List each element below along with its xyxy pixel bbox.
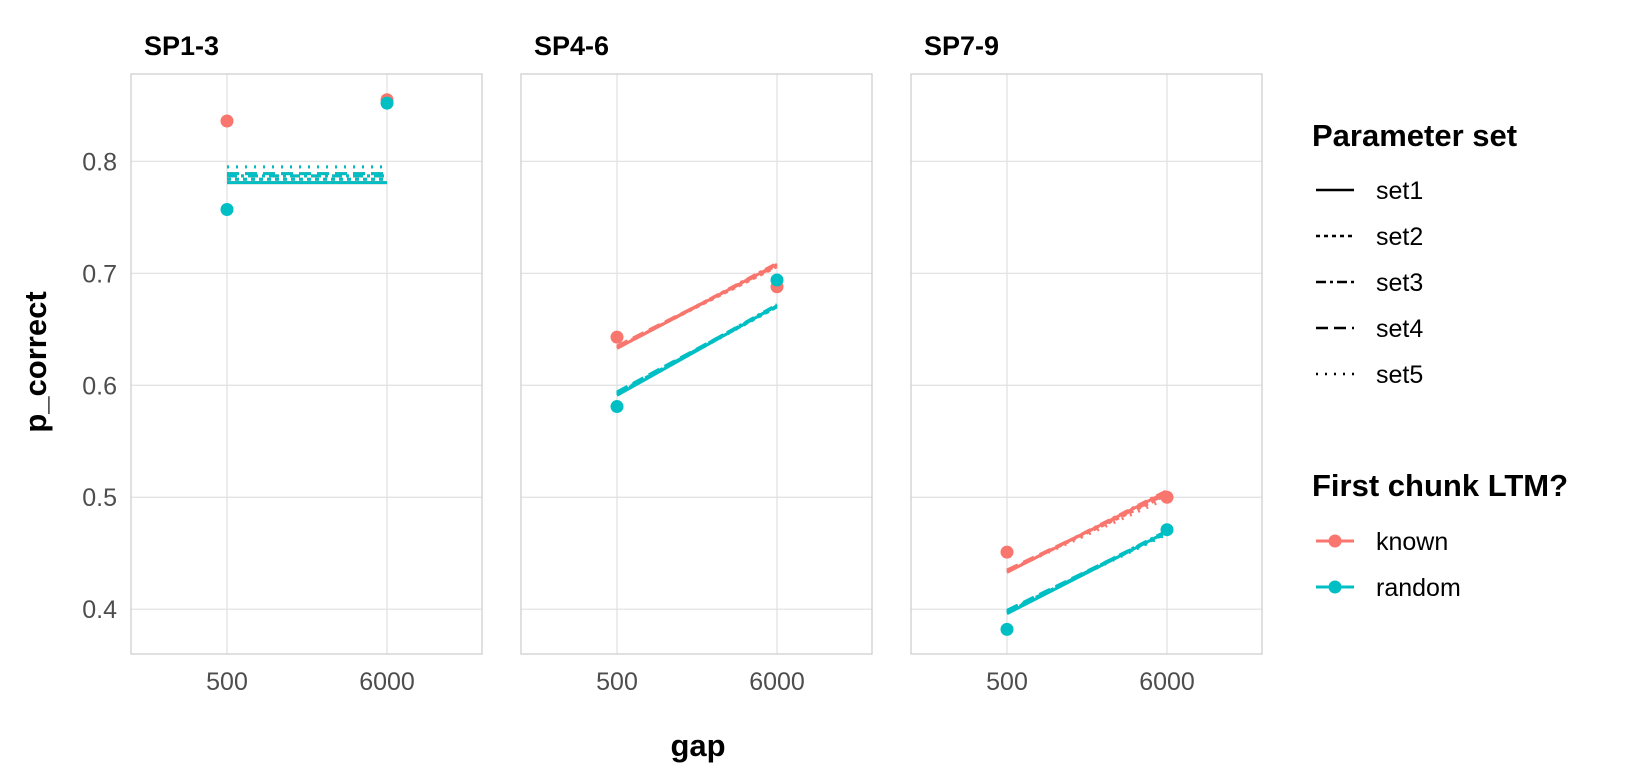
- legend-title-first-chunk: First chunk LTM?: [1312, 468, 1568, 503]
- panel-frame: [910, 73, 1263, 655]
- y-axis-title: p_correct: [18, 291, 53, 432]
- series-line-known-set4: [1006, 492, 1168, 572]
- y-tick-label: 0.6: [82, 372, 117, 400]
- data-point-known: [1160, 490, 1174, 504]
- panel-title: SP7-9: [924, 31, 999, 61]
- series-line-random-set5: [616, 305, 778, 396]
- x-axis-title: gap: [670, 728, 725, 763]
- y-tick-label: 0.5: [82, 484, 117, 512]
- panel-title: SP4-6: [534, 31, 609, 61]
- legend-key-point-random: [1328, 580, 1342, 594]
- data-point-random: [1160, 523, 1174, 537]
- series-line-known-set4: [616, 264, 778, 348]
- legend-title-parameter-set: Parameter set: [1312, 118, 1517, 153]
- panel-title: SP1-3: [144, 31, 219, 61]
- legend-label-known: known: [1376, 528, 1448, 556]
- legend-label-set5: set5: [1376, 361, 1423, 389]
- legend-label-set1: set1: [1376, 177, 1423, 205]
- data-point-known: [610, 330, 624, 344]
- legend-label-random: random: [1376, 574, 1461, 602]
- panel-sp4-6: SP4-6 500 6000: [520, 31, 873, 696]
- data-point-random: [220, 202, 234, 216]
- legend-key-point-known: [1328, 534, 1342, 548]
- legend-label-set2: set2: [1376, 223, 1423, 251]
- data-point-random: [380, 96, 394, 110]
- y-tick-label: 0.8: [82, 148, 117, 176]
- legend-label-set3: set3: [1376, 269, 1423, 297]
- series-line-known-set5: [616, 263, 778, 349]
- chart-legend: Parameter set set1 set2 set3 set4 set5 First c…: [1312, 118, 1568, 602]
- data-point-known: [220, 114, 234, 128]
- panel-sp7-9: SP7-9 500 6000: [910, 31, 1263, 696]
- x-tick-label: 6000: [359, 668, 415, 696]
- x-tick-label: 500: [986, 668, 1028, 696]
- data-point-known: [1000, 545, 1014, 559]
- y-tick-label: 0.4: [82, 596, 117, 624]
- data-point-random: [770, 273, 784, 287]
- panel-frame: [520, 73, 873, 655]
- panel-sp1-3: SP1-3 500 6000 0.4 0.5 0.6 0.7 0.8: [82, 31, 483, 696]
- data-point-random: [610, 400, 624, 414]
- panel-frame: [130, 73, 483, 655]
- x-tick-label: 6000: [749, 668, 805, 696]
- y-tick-label: 0.7: [82, 260, 117, 288]
- data-point-random: [1000, 622, 1014, 636]
- legend-label-set4: set4: [1376, 315, 1423, 343]
- series-line-random-set4: [1006, 530, 1168, 612]
- x-tick-label: 6000: [1139, 668, 1195, 696]
- x-tick-label: 500: [206, 668, 248, 696]
- x-tick-label: 500: [596, 668, 638, 696]
